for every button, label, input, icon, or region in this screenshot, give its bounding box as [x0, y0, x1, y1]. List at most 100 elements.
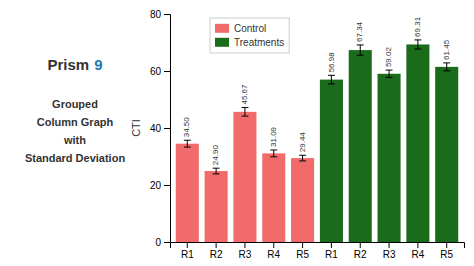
bar: [320, 80, 343, 242]
x-tick-mark: [360, 242, 361, 248]
chart: Prism 9 Grouped Column Graph with Standard De…: [0, 0, 474, 266]
legend-item: Control: [215, 23, 266, 34]
annotation: Column Graph: [37, 116, 114, 128]
x-axis: R1 R2 R3 R4 R5 R1 R2 R3 R4 R5: [171, 242, 465, 260]
x-axis-line: [171, 243, 465, 249]
x-tick-mark: [417, 242, 418, 248]
y-tick: 0: [155, 237, 170, 248]
bar: [176, 144, 199, 242]
y-tick-mark: [164, 242, 170, 243]
y-axis-title: CTI: [130, 119, 142, 137]
x-tick: R4: [411, 242, 424, 260]
annotation-line: Prism 9: [47, 56, 102, 73]
y-tick: 60: [150, 66, 170, 77]
data-label: 67.34: [355, 21, 364, 42]
y-tick: 40: [150, 123, 170, 134]
x-tick-mark: [187, 242, 188, 248]
marks: [176, 40, 458, 242]
error-bar: [357, 45, 364, 55]
x-tick-label: R4: [267, 249, 280, 260]
error-bar: [299, 155, 306, 161]
legend: Control Treatments: [210, 18, 289, 53]
x-tick-mark: [273, 242, 274, 248]
y-tick-label: 0: [155, 237, 161, 248]
y-axis: 0 20 40 60 80: [150, 9, 171, 248]
error-bar: [414, 40, 421, 49]
x-tick-label: R5: [296, 249, 309, 260]
data-label: 56.98: [327, 52, 336, 73]
y-tick-label: 80: [150, 9, 162, 20]
legend-swatch: [215, 38, 229, 47]
x-tick-label: R2: [354, 249, 367, 260]
x-tick-label: R5: [440, 249, 453, 260]
x-tick-label: R4: [411, 249, 424, 260]
bar: [435, 67, 458, 242]
error-bar: [241, 108, 248, 117]
x-tick: R5: [296, 242, 309, 260]
x-tick: R4: [267, 242, 280, 260]
annotation: 9: [94, 56, 102, 73]
error-bar: [443, 63, 450, 71]
y-tick-label: 40: [150, 123, 162, 134]
data-label: 29.44: [298, 132, 307, 153]
x-tick-mark: [216, 242, 217, 248]
bar: [406, 44, 429, 242]
y-tick: 20: [150, 180, 170, 191]
data-label: 61.45: [442, 39, 451, 60]
y-axis-line: [164, 15, 171, 243]
data-label: 59.02: [384, 47, 393, 68]
bar: [349, 50, 372, 242]
error-bar: [328, 75, 335, 84]
x-tick-label: R1: [325, 249, 338, 260]
legend-label: Treatments: [234, 37, 284, 48]
legend-item: Treatments: [215, 37, 284, 48]
bar: [262, 153, 285, 242]
x-tick-label: R3: [383, 249, 396, 260]
x-tick-mark: [331, 242, 332, 248]
y-tick-mark: [164, 185, 170, 186]
x-tick-mark: [302, 242, 303, 248]
x-tick-label: R2: [210, 249, 223, 260]
x-tick: R3: [239, 242, 252, 260]
error-bar: [184, 140, 191, 147]
annotation: Standard Deviation: [25, 152, 126, 164]
x-tick: R1: [181, 242, 194, 260]
data-label: 31.09: [269, 126, 278, 147]
x-tick-mark: [389, 242, 390, 248]
x-tick-label: R1: [181, 249, 194, 260]
bar: [378, 74, 401, 242]
legend-label: Control: [234, 23, 266, 34]
annotation: Grouped: [52, 98, 98, 110]
bar: [291, 158, 314, 242]
y-tick-label: 60: [150, 66, 162, 77]
y-tick-mark: [164, 14, 170, 15]
x-tick-label: R3: [239, 249, 252, 260]
legend-frame: [210, 18, 289, 53]
data-labels: 34.50 24.90 45.67 31.09 29.44 56.98 67.34 59.02…: [182, 16, 450, 165]
data-label: 24.90: [211, 145, 220, 166]
side-panel: Prism 9 Grouped Column Graph with Standard De…: [25, 56, 126, 164]
y-tick-label: 20: [150, 180, 162, 191]
error-bar: [386, 70, 393, 77]
annotation: Prism: [47, 56, 89, 73]
x-tick: R5: [440, 242, 453, 260]
y-tick-mark: [164, 128, 170, 129]
annotation: with: [63, 134, 86, 146]
x-tick-mark: [446, 242, 447, 248]
data-label: 34.50: [182, 117, 191, 138]
x-tick: R2: [354, 242, 367, 260]
y-tick-mark: [164, 71, 170, 72]
error-bar: [270, 150, 277, 157]
bar: [205, 171, 228, 242]
x-tick-mark: [244, 242, 245, 248]
x-tick: R1: [325, 242, 338, 260]
bar: [233, 112, 256, 242]
data-label: 45.67: [240, 84, 249, 105]
plot: 0 20 40 60 80 R1 R2 R3 R4 R5 R1 R2 R3 R4 R5 CTI 34.50 24.…: [130, 9, 465, 260]
x-tick: R2: [210, 242, 223, 260]
data-label: 69.31: [413, 16, 422, 37]
x-tick: R3: [383, 242, 396, 260]
legend-swatch: [215, 24, 229, 33]
error-bar: [213, 168, 220, 174]
y-tick: 80: [150, 9, 170, 20]
